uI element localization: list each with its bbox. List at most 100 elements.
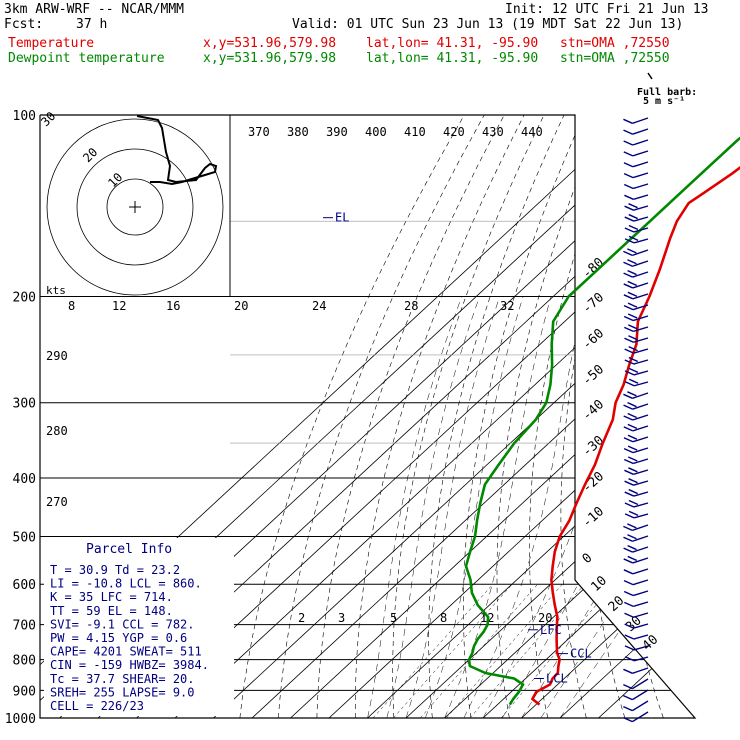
wind-barb-staff [631, 689, 649, 701]
parcel-info-background [44, 538, 234, 716]
wind-barb-flag [624, 480, 634, 486]
mixing-ratio-lower-label: 8 [440, 611, 447, 625]
moist-adiabat [444, 296, 552, 718]
wind-barb-flag [628, 478, 638, 484]
pressure-tick-label: 200 [13, 291, 36, 306]
pressure-tick-label: 300 [13, 397, 36, 412]
wind-barb-staff [633, 359, 649, 365]
temperature-tick-label: 0 [580, 551, 596, 567]
wind-barb [623, 313, 649, 322]
wind-barb-flag [623, 393, 633, 399]
wind-barb-flag [624, 623, 634, 629]
level-marker-label: EL [335, 211, 349, 225]
wind-barb-flag [624, 227, 635, 233]
parcel-info-title: Parcel Info [86, 542, 172, 557]
dry-adiabat [392, 115, 545, 718]
wind-barb-flag [623, 305, 634, 311]
mixing-ratio-lower-label: 3 [338, 611, 345, 625]
wind-barb-staff [631, 678, 649, 690]
mixing-ratio-line [393, 584, 513, 718]
wind-barb-flag [623, 283, 634, 289]
wind-barb-flag [628, 224, 639, 231]
parcel-info-row: SVI= -9.1 CCL = 782. [50, 617, 195, 631]
wind-barb [623, 183, 649, 190]
wind-barb-staff [633, 227, 649, 233]
theta-tick-label: 400 [365, 125, 387, 139]
wind-barb [623, 434, 649, 443]
wind-barb-staff [632, 117, 649, 124]
wind-barb-staff [631, 700, 649, 712]
wind-barb-flag [624, 337, 634, 343]
wind-barb-flag [623, 706, 633, 712]
wind-barb-flag [628, 213, 639, 220]
wind-barb-flag [628, 235, 639, 241]
wind-barb-flag [624, 194, 634, 200]
wind-barb [623, 534, 649, 542]
isotherm-line [598, 115, 695, 718]
wind-barb-staff [632, 590, 649, 597]
wind-barb [623, 291, 649, 300]
parcel-info-row: Tc = 37.7 SHEAR= 20. [50, 672, 195, 686]
theta-tick-label: 390 [326, 125, 348, 139]
model-title: 3km ARW-WRF -- NCAR/MMM [4, 2, 185, 17]
wind-barb-flag [623, 261, 633, 267]
parcel-info-row: LI = -10.8 LCL = 860. [50, 577, 202, 591]
wind-barb-flag [624, 502, 635, 508]
wind-barb-staff [632, 403, 649, 410]
wind-barb-flag [627, 313, 638, 319]
parcel-info-box: Parcel Info T = 30.9 Td = 23.2LI = -10.8 … [44, 538, 234, 716]
wind-barb-flag [624, 491, 635, 497]
wind-barb-staff [632, 271, 649, 278]
wind-barb-staff [633, 601, 649, 608]
wind-barb-flag [624, 645, 635, 651]
wind-barb-flag [623, 580, 634, 586]
wind-barb [623, 117, 649, 124]
wind-barb-flag [623, 151, 634, 157]
moist-adiabat [482, 296, 628, 718]
wind-barb-flag [624, 370, 635, 376]
wind-barb-flag [624, 634, 635, 640]
wind-barb-staff [633, 502, 649, 508]
wind-barb-flag [628, 203, 638, 209]
wind-barb-staff [633, 326, 649, 333]
wind-barb-staff [633, 469, 649, 475]
parcel-info-row: CAPE= 4201 SWEAT= 511 [50, 645, 202, 659]
moist-adiabat [463, 296, 586, 718]
wind-barb [623, 689, 649, 701]
legend-temperature-name: Temperature [8, 36, 95, 51]
hodograph-units-label: kts [46, 284, 66, 297]
wind-barb-flag [624, 238, 635, 244]
isotherm-line [174, 115, 695, 718]
wind-barb-flag [628, 467, 638, 473]
wind-barb-staff [633, 238, 649, 244]
wind-barb [624, 324, 649, 333]
wind-barb [623, 711, 649, 723]
temperature-tick-label: 20 [606, 593, 628, 615]
wind-barb-staff [633, 337, 649, 343]
wind-barb-flag [627, 291, 638, 297]
wind-barb-flag [624, 656, 635, 662]
wind-barb [624, 224, 649, 233]
parcel-info-row: CELL = 226/23 [50, 699, 144, 713]
pressure-tick-label: 800 [13, 654, 36, 669]
wind-barb [623, 139, 649, 146]
theta-left-tick-label: 280 [46, 424, 68, 438]
pressure-tick-label: 900 [13, 684, 36, 699]
dewpoint-trace [464, 136, 740, 706]
wind-barb [624, 510, 649, 519]
wind-barb [624, 356, 649, 365]
mixing-ratio-line [501, 584, 614, 718]
wind-barb-flag [624, 348, 634, 354]
wind-barb-flag [623, 118, 633, 124]
parcel-info-row: SREH= 255 LAPSE= 9.0 [50, 685, 195, 699]
wind-barb [623, 302, 649, 311]
mixing-ratio-upper-label: 28 [404, 299, 418, 313]
wind-barb-flag [623, 162, 634, 168]
wind-barb-flag [627, 555, 638, 562]
wind-barb-flag [628, 378, 639, 384]
mixing-ratio-upper-label: 20 [234, 299, 248, 313]
wind-barb-flag [627, 534, 637, 540]
wind-barb [624, 601, 649, 608]
wind-barb [624, 467, 649, 475]
